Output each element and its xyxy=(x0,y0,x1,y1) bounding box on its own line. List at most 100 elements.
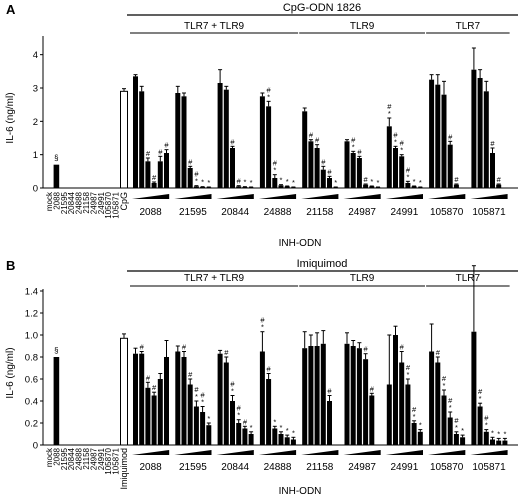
stimulus-bar xyxy=(120,337,128,446)
control-label: 24987 xyxy=(89,191,98,214)
inhibitor-bar xyxy=(230,148,235,188)
significance-mark: * xyxy=(377,178,380,187)
significance-mark: # xyxy=(237,177,242,186)
concentration-wedge xyxy=(174,194,212,199)
inhibitor-bar xyxy=(259,96,265,188)
significance-mark: * xyxy=(286,177,289,186)
concentration-wedge xyxy=(428,450,466,455)
inhibitor-bar xyxy=(477,406,483,445)
inhibitor-bar xyxy=(393,148,398,188)
inhibitor-bar xyxy=(175,93,181,188)
inhibitor-bar xyxy=(272,428,278,445)
significance-mark: * xyxy=(455,423,458,432)
significance-mark: * xyxy=(292,178,295,187)
concentration-wedge xyxy=(343,194,381,199)
inhibitor-bar xyxy=(369,395,375,445)
stimulus-label: CpG xyxy=(119,192,129,211)
inhibitor-bar xyxy=(266,379,272,445)
control-bar xyxy=(53,357,60,445)
y-tick-label: 0.2 xyxy=(25,419,38,430)
inhibitor-name: 24991 xyxy=(390,207,418,218)
inhibitor-bar xyxy=(344,343,350,445)
significance-mark: * xyxy=(195,177,198,186)
y-tick-label: 1.4 xyxy=(25,287,38,298)
significance-mark: * xyxy=(449,403,452,412)
significance-mark: * xyxy=(400,146,403,155)
inhibitor-name: 24987 xyxy=(348,462,376,473)
inhibitor-bar xyxy=(236,186,242,188)
y-tick-label: 1 xyxy=(33,150,38,161)
panel-a-header: CpG-ODN 1826 xyxy=(283,2,361,14)
inhibitor-bar xyxy=(236,423,242,445)
inhibitor-bar xyxy=(181,96,187,188)
inhibitor-name: 105870 xyxy=(430,207,464,218)
significance-mark: # xyxy=(267,85,272,94)
significance-mark: # xyxy=(412,405,417,414)
inhibitor-bar xyxy=(327,401,332,445)
significance-mark: # xyxy=(194,170,199,179)
inhibitor-bar xyxy=(350,153,356,188)
inhibitor-bar xyxy=(502,440,508,445)
control-label: 105871 xyxy=(112,447,121,474)
significance-mark: # xyxy=(230,380,235,389)
concentration-wedge xyxy=(343,450,381,455)
inhibitor-name: 105871 xyxy=(472,207,506,218)
significance-mark: # xyxy=(194,385,199,394)
inhibitor-name: 21158 xyxy=(306,462,334,473)
inhibitor-bar xyxy=(369,186,375,188)
stimulus-label: Imiquimod xyxy=(119,448,129,490)
inhibitor-bar xyxy=(320,169,326,188)
y-tick-label: 0 xyxy=(33,441,38,452)
control-label: 105870 xyxy=(104,191,113,218)
significance-mark: * xyxy=(280,423,283,432)
inhibitor-bar xyxy=(483,431,489,445)
significance-mark: # xyxy=(152,173,157,182)
inhibitor-name: 21595 xyxy=(179,207,207,218)
inhibitor-bar xyxy=(230,401,235,445)
control-label: 105871 xyxy=(112,191,121,218)
significance-mark: # xyxy=(357,147,362,156)
panel-a: A CpG-ODN 1826 IL-6 (ng/ml) INH-ODN 0 1 2 3… xyxy=(5,2,518,249)
significance-mark: * xyxy=(461,426,464,435)
inhibitor-bar xyxy=(139,91,145,188)
inhibitor-bar xyxy=(187,168,193,188)
significance-mark: # xyxy=(140,343,145,352)
significance-mark: # xyxy=(267,365,272,374)
inhibitor-bar xyxy=(284,186,290,188)
inhibitor-bar xyxy=(302,111,308,188)
panel-a-xlabel: INH-ODN xyxy=(279,238,322,249)
inhibitor-bar xyxy=(344,141,350,188)
significance-mark: # xyxy=(490,139,495,148)
concentration-wedge xyxy=(385,194,423,199)
significance-mark: * xyxy=(370,177,373,186)
control-label: mock xyxy=(45,447,54,467)
group-label: TLR7 xyxy=(456,273,481,284)
inhibitor-bar xyxy=(496,440,502,445)
y-tick-label: 0.8 xyxy=(25,353,38,364)
inhibitor-bar xyxy=(278,434,284,445)
inhibitor-bar xyxy=(350,346,356,445)
inhibitor-bar xyxy=(453,434,459,445)
significance-mark: # xyxy=(164,141,169,150)
inhibitor-name: 2088 xyxy=(139,462,162,473)
inhibitor-bar xyxy=(278,185,284,188)
significance-mark: # xyxy=(309,131,314,140)
significance-mark: # xyxy=(201,391,206,400)
inhibitor-bar xyxy=(290,187,296,188)
inhibitor-bar xyxy=(290,439,296,445)
significance-mark: # xyxy=(315,136,320,145)
inhibitor-bar xyxy=(157,161,163,188)
control-label: 20844 xyxy=(67,447,76,470)
inhibitor-bar xyxy=(441,94,447,188)
significance-mark: * xyxy=(243,178,246,187)
significance-mark: # xyxy=(146,149,151,158)
concentration-wedge xyxy=(301,194,339,199)
group-label: TLR9 xyxy=(350,273,375,284)
significance-mark: # xyxy=(442,374,447,383)
significance-mark: * xyxy=(334,178,337,187)
inhibitor-bar xyxy=(447,417,453,445)
significance-mark: * xyxy=(286,426,289,435)
significance-mark: # xyxy=(454,416,459,425)
inhibitor-bar xyxy=(200,187,206,188)
inhibitor-name: 20844 xyxy=(221,207,249,218)
